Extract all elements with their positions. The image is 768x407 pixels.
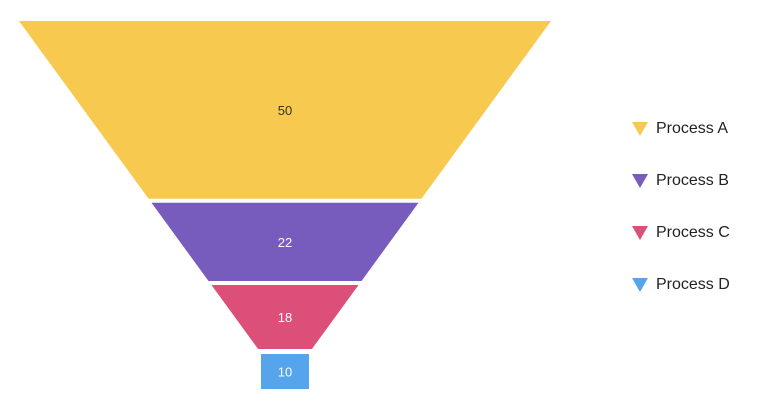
legend: Process A Process B Process C Process D [632, 116, 730, 324]
data-label: 50 [278, 103, 292, 118]
legend-label: Process B [656, 172, 729, 189]
data-label: 22 [278, 235, 292, 250]
legend-label: Process C [656, 224, 730, 241]
legend-marker-icon [632, 226, 648, 240]
funnel-segment-process-a[interactable] [19, 21, 551, 199]
legend-marker-icon [632, 174, 648, 188]
funnel-segment-process-d[interactable] [261, 354, 309, 389]
legend-item-process-d[interactable]: Process D [632, 272, 730, 298]
funnel-segment-process-b[interactable] [151, 202, 419, 281]
legend-label: Process D [656, 276, 730, 293]
legend-marker-icon [632, 278, 648, 292]
legend-label: Process A [656, 120, 729, 137]
data-label: 18 [278, 310, 292, 325]
data-label: 10 [278, 365, 292, 380]
funnel-segment-process-c[interactable] [211, 285, 359, 349]
legend-item-process-b[interactable]: Process B [632, 168, 730, 194]
legend-item-process-c[interactable]: Process C [632, 220, 730, 246]
legend-marker-icon [632, 122, 648, 136]
legend-item-process-a[interactable]: Process A [632, 116, 730, 142]
